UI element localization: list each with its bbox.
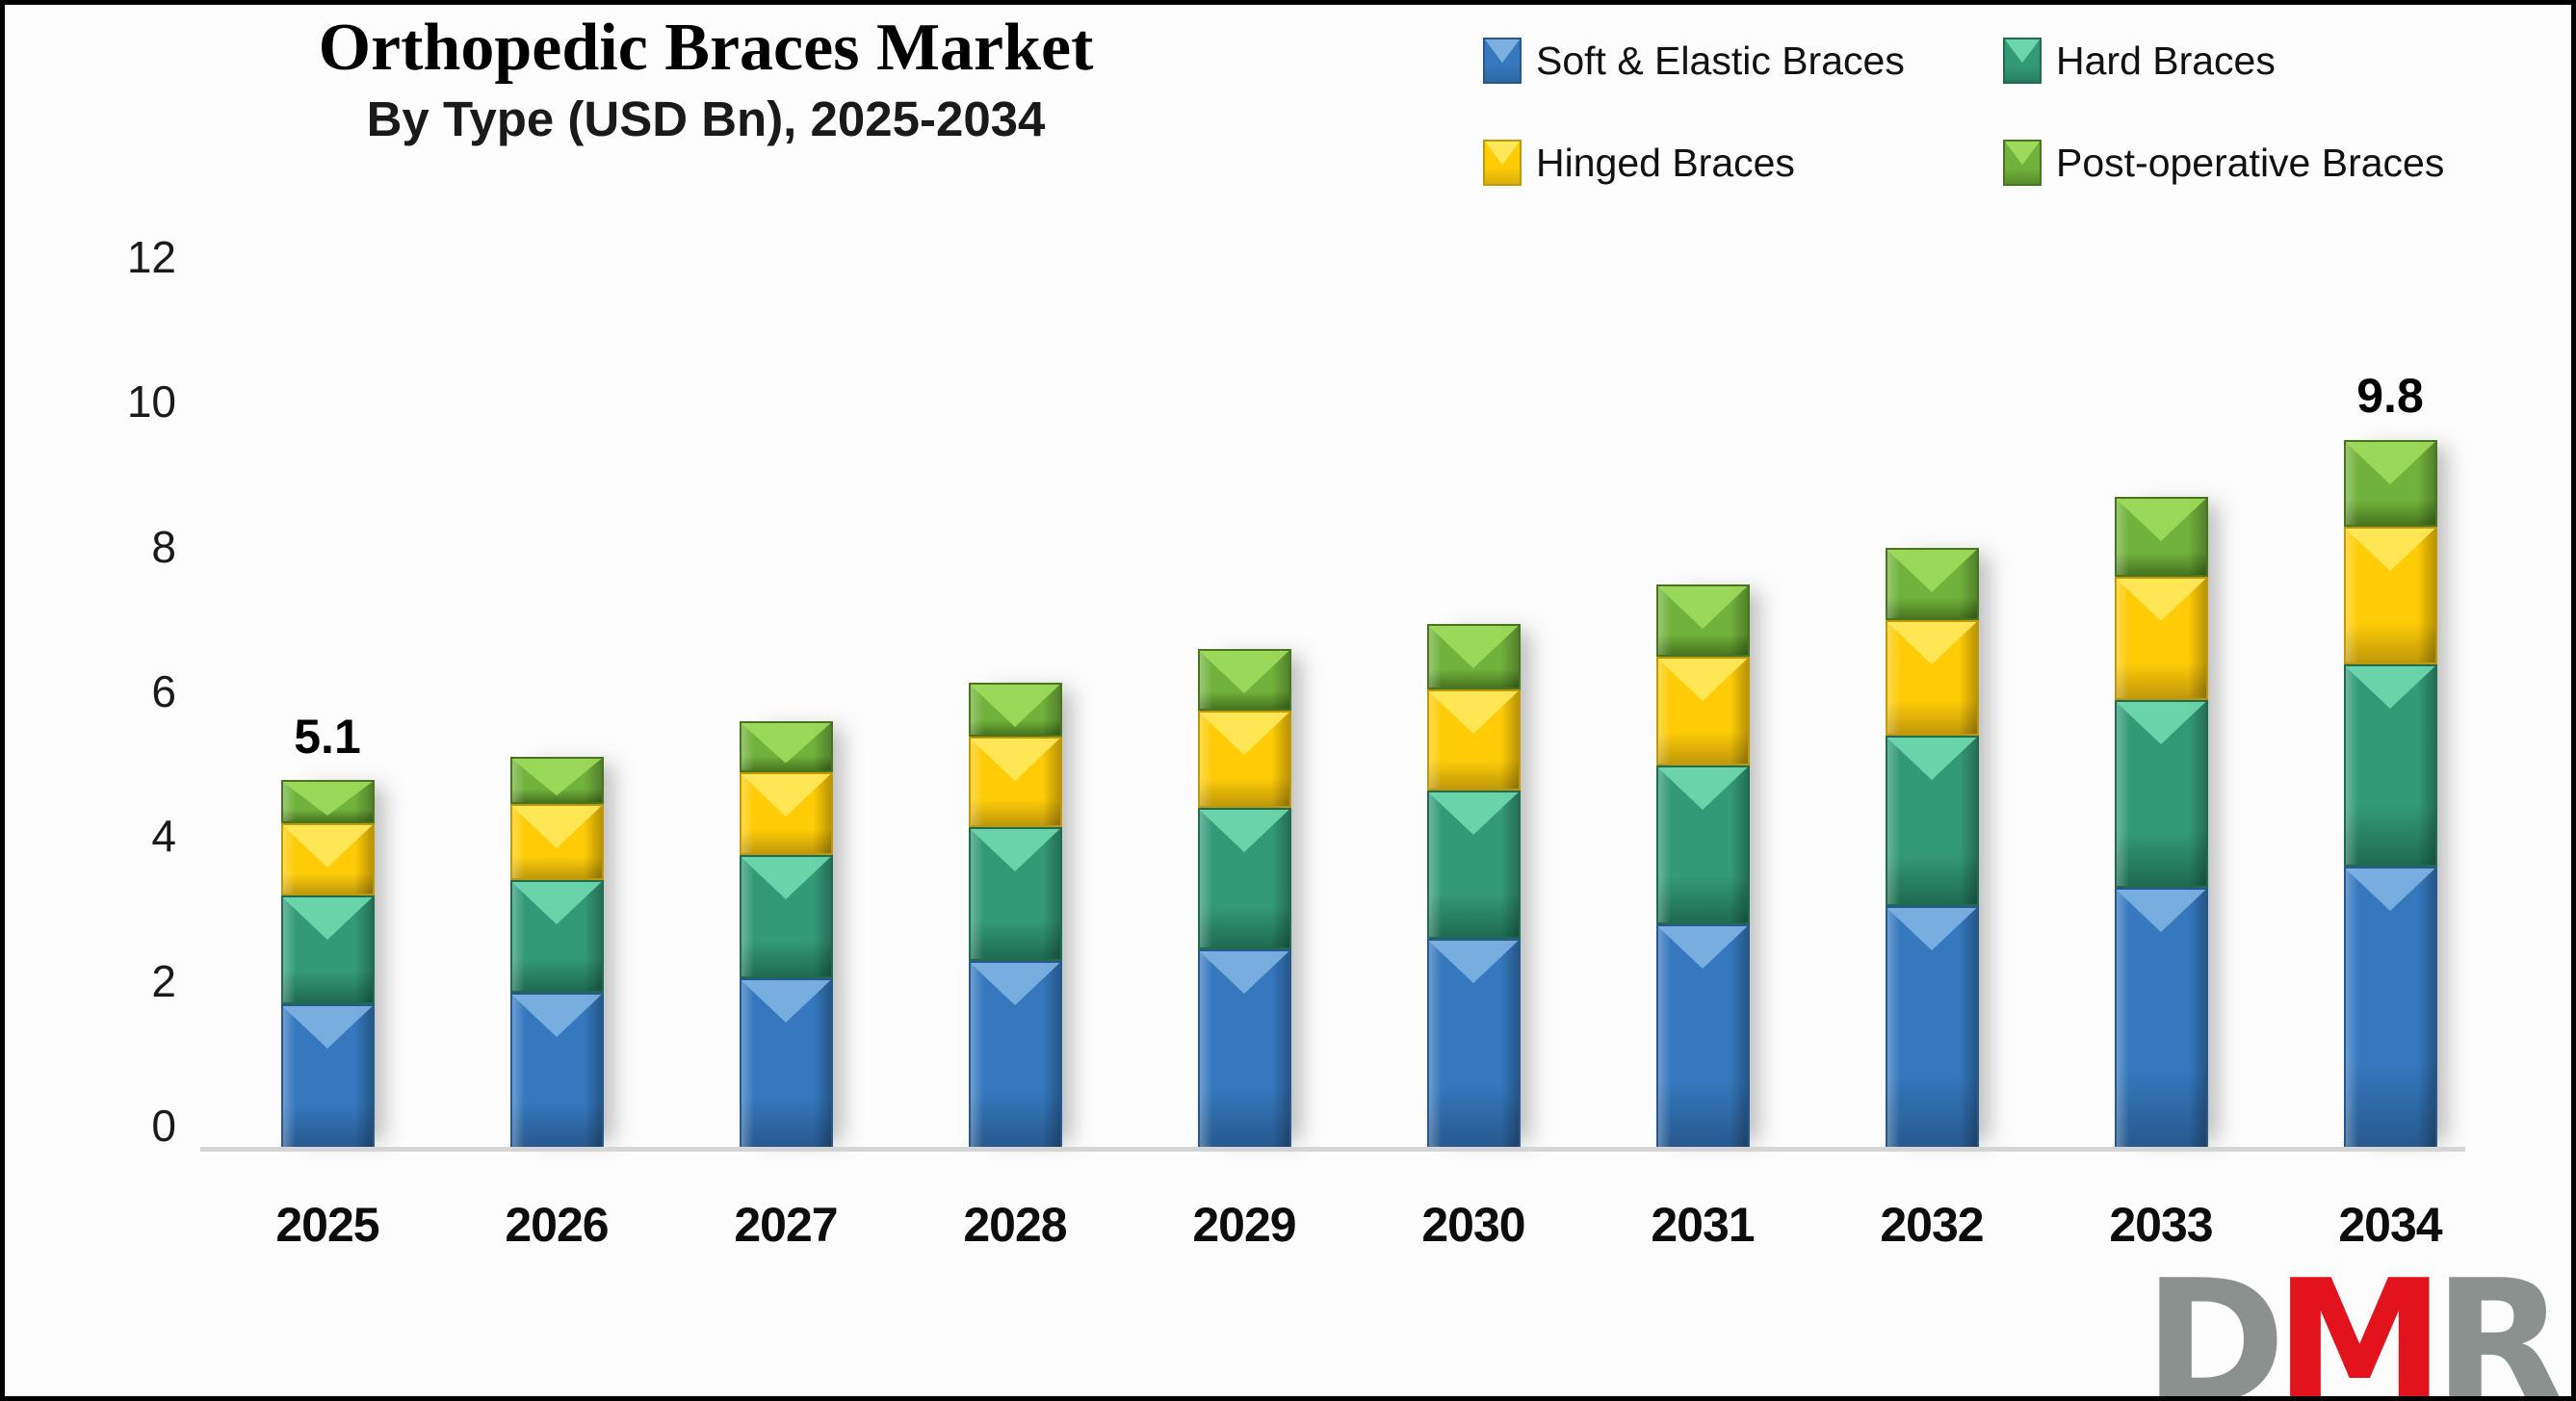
bar-segment-2028-soft-elastic-braces <box>968 961 1062 1149</box>
bar-segment-2028-post-operative-braces <box>968 683 1062 737</box>
bar-segment-2029-soft-elastic-braces <box>1197 949 1291 1149</box>
x-tick-label-2025: 2025 <box>275 1198 379 1252</box>
bar-segment-2033-soft-elastic-braces <box>2114 888 2208 1149</box>
y-tick-label-12: 12 <box>126 232 176 282</box>
bar-segment-2033-hinged-braces <box>2114 577 2208 700</box>
legend-item-4: Post-operative Braces <box>2003 140 2566 186</box>
stacked-bar-2033 <box>2114 497 2208 1149</box>
bar-segment-2033-hard-braces <box>2114 700 2208 888</box>
x-tick-label-2031: 2031 <box>1651 1198 1755 1252</box>
y-tick-label-4: 4 <box>151 811 176 861</box>
x-tick-label-2026: 2026 <box>505 1198 609 1252</box>
x-tick-label-2030: 2030 <box>1421 1198 1525 1252</box>
bar-segment-2031-post-operative-braces <box>1655 584 1750 657</box>
stacked-bar-2031 <box>1655 584 1750 1149</box>
x-tick-label-2033: 2033 <box>2109 1198 2213 1252</box>
chart-subtitle: By Type (USD Bn), 2025-2034 <box>366 91 1046 146</box>
bar-segment-2027-post-operative-braces <box>739 721 833 772</box>
bar-segment-2029-post-operative-braces <box>1197 649 1291 711</box>
legend-item-3: Hinged Braces <box>1483 140 2003 186</box>
bar-segment-2025-soft-elastic-braces <box>280 1004 375 1149</box>
bar-segment-2028-hinged-braces <box>968 737 1062 827</box>
bar-segment-2029-hard-braces <box>1197 808 1291 949</box>
bar-segment-2030-hinged-braces <box>1426 689 1521 791</box>
stacked-bar-2032 <box>1885 548 1979 1149</box>
x-axis-line <box>200 1147 2465 1152</box>
x-tick-label-2029: 2029 <box>1192 1198 1296 1252</box>
legend-label: Hard Braces <box>2056 38 2276 83</box>
x-tick-label-2032: 2032 <box>1880 1198 1984 1252</box>
bar-segment-2025-post-operative-braces <box>280 780 375 823</box>
bar-segment-2032-post-operative-braces <box>1885 548 1979 620</box>
bar-segment-2030-soft-elastic-braces <box>1426 939 1521 1149</box>
legend-swatch-icon <box>1483 38 1522 84</box>
bar-segment-2032-hard-braces <box>1885 736 1979 906</box>
x-tick-label-2028: 2028 <box>963 1198 1067 1252</box>
bar-segment-2034-post-operative-braces <box>2343 440 2437 527</box>
legend-item-2: Hard Braces <box>2003 38 2566 84</box>
bar-segment-2025-hard-braces <box>280 895 375 1004</box>
bar-segment-2026-soft-elastic-braces <box>509 993 604 1149</box>
title-block: Orthopedic Braces Market By Type (USD Bn… <box>234 11 1178 147</box>
bar-segment-2034-hard-braces <box>2343 664 2437 867</box>
bar-segment-2032-soft-elastic-braces <box>1885 906 1979 1149</box>
bar-segment-2030-post-operative-braces <box>1426 624 1521 689</box>
bar-segment-2027-hinged-braces <box>739 772 833 855</box>
stacked-bar-2030 <box>1426 624 1521 1149</box>
stacked-bar-2026 <box>509 757 604 1149</box>
y-tick-label-6: 6 <box>151 666 176 716</box>
stacked-bar-2029 <box>1197 649 1291 1149</box>
legend-item-1: Soft & Elastic Braces <box>1483 38 2003 84</box>
legend-label: Hinged Braces <box>1536 140 1795 185</box>
bar-segment-2034-soft-elastic-braces <box>2343 867 2437 1149</box>
bar-segment-2029-hinged-braces <box>1197 711 1291 808</box>
bar-segment-2027-hard-braces <box>739 855 833 978</box>
y-tick-label-0: 0 <box>151 1101 176 1151</box>
logo-letter-d: D <box>2144 1243 2286 1401</box>
x-tick-label-2027: 2027 <box>734 1198 838 1252</box>
bar-segment-2031-hard-braces <box>1655 765 1750 924</box>
logo-letter-r: R <box>2433 1243 2565 1401</box>
bar-total-label-2025: 5.1 <box>294 710 361 764</box>
bar-segment-2034-hinged-braces <box>2343 527 2437 664</box>
legend-swatch-icon <box>1483 140 1522 186</box>
bar-segment-2026-hard-braces <box>509 880 604 993</box>
stacked-bar-2027 <box>739 721 833 1149</box>
bar-segment-2031-hinged-braces <box>1655 657 1750 765</box>
bar-segment-2028-hard-braces <box>968 827 1062 961</box>
stacked-bar-2028 <box>968 683 1062 1149</box>
plot-area: 5.1 9.8 <box>5 5 2571 1149</box>
y-tick-label-8: 8 <box>151 522 176 572</box>
bar-segment-2026-post-operative-braces <box>509 757 604 804</box>
legend-swatch-icon <box>2003 38 2042 84</box>
bar-segment-2031-soft-elastic-braces <box>1655 924 1750 1149</box>
stacked-bar-2034 <box>2343 440 2437 1149</box>
legend-label: Post-operative Braces <box>2056 140 2445 185</box>
bar-segment-2026-hinged-braces <box>509 804 604 880</box>
legend-label: Soft & Elastic Braces <box>1536 38 1905 83</box>
y-tick-label-10: 10 <box>126 376 176 427</box>
chart-title: Orthopedic Braces Market <box>318 11 1094 85</box>
y-tick-label-2: 2 <box>151 956 176 1006</box>
bar-segment-2032-hinged-braces <box>1885 620 1979 736</box>
bar-total-label-2034: 9.8 <box>2356 369 2424 423</box>
bar-segment-2030-hard-braces <box>1426 791 1521 939</box>
bar-segment-2027-soft-elastic-braces <box>739 978 833 1149</box>
legend-swatch-icon <box>2003 140 2042 186</box>
logo-letter-m: M <box>2274 1243 2445 1401</box>
legend: Soft & Elastic Braces Hard Braces Hinged B… <box>1483 38 2566 186</box>
bar-segment-2033-post-operative-braces <box>2114 497 2208 577</box>
bar-segment-2025-hinged-braces <box>280 823 375 895</box>
x-tick-label-2034: 2034 <box>2338 1198 2442 1252</box>
stacked-bar-2025 <box>280 780 375 1149</box>
